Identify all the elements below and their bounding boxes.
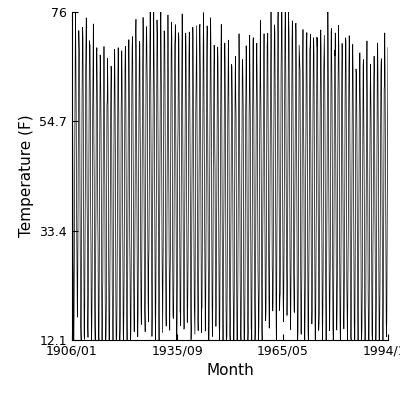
Y-axis label: Temperature (F): Temperature (F) (19, 115, 34, 237)
X-axis label: Month: Month (206, 364, 254, 378)
